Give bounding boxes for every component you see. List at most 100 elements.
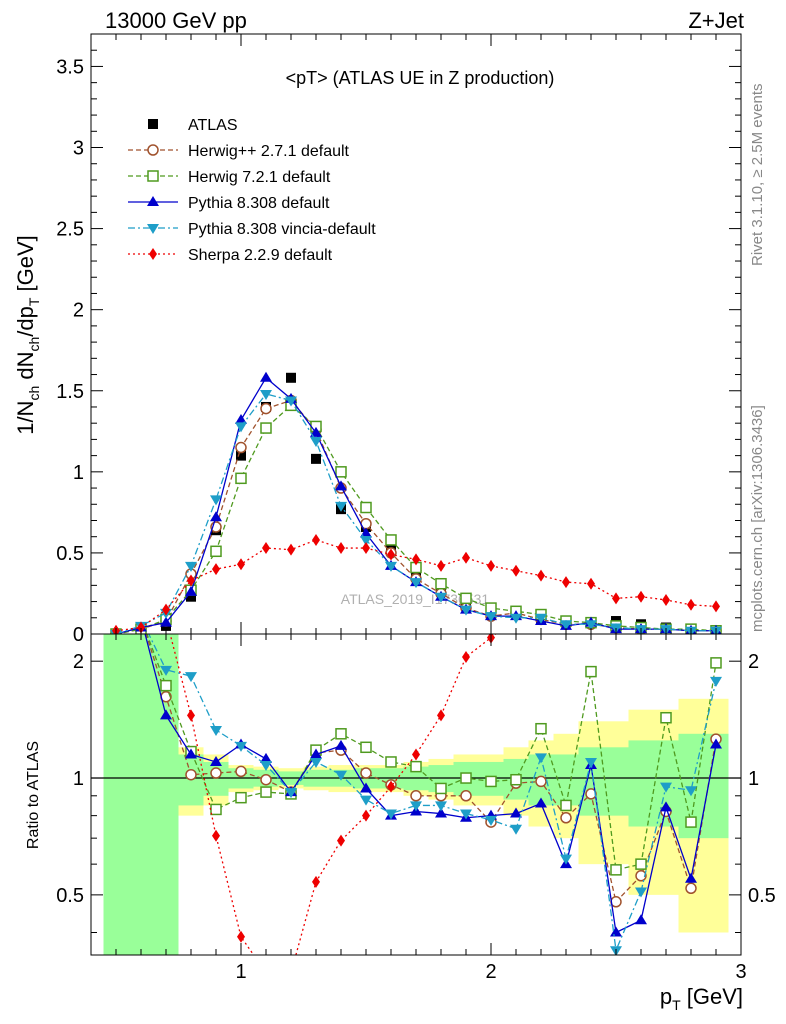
- ratio-point-pythia: [660, 801, 672, 812]
- ratio-point-pythia: [535, 797, 547, 808]
- ratio-point-pythia: [685, 872, 697, 883]
- ratio-point-pythia: [185, 748, 197, 759]
- ratio-point-vincia: [310, 757, 322, 768]
- point-sherpa: [687, 598, 695, 611]
- ratio-point-herwig7: [560, 799, 572, 812]
- ratio-point-vincia: [360, 795, 372, 806]
- legend-marker: [147, 224, 159, 234]
- ratio-point-herwigpp: [685, 882, 697, 895]
- ratio-point-herwigpp: [235, 765, 247, 778]
- ratio-point-pythia: [160, 709, 172, 720]
- x-tick-label: 2: [485, 961, 496, 983]
- point-ATLAS: [311, 453, 321, 464]
- ratio-point-vincia: [485, 815, 497, 826]
- ratio-point-pythia: [510, 807, 522, 818]
- point-herwigpp: [260, 402, 272, 415]
- legend-entry-vincia: Pythia 8.308 vincia-default: [128, 221, 376, 238]
- ratio-point-herwig7: [585, 665, 597, 678]
- point-sherpa: [662, 593, 670, 606]
- band-inner-bin: [703, 733, 729, 839]
- point-vincia: [235, 422, 247, 433]
- ratio-point-herwig7: [435, 782, 447, 795]
- ratio-point-vincia: [160, 665, 172, 676]
- ratio-point-sherpa: [412, 748, 420, 761]
- ratio-point-vincia: [285, 788, 297, 799]
- ratio-point-herwig7: [460, 772, 472, 784]
- point-vincia: [310, 437, 322, 448]
- ratio-point-herwigpp: [185, 768, 197, 781]
- y-tick-label: 2: [73, 300, 84, 322]
- ratio-point-herwig7: [660, 711, 672, 724]
- ratio-point-pythia: [635, 914, 647, 925]
- legend-entry-herwigpp: Herwig++ 2.7.1 default: [128, 143, 350, 160]
- ratio-point-herwigpp: [360, 767, 372, 779]
- legend-label: Herwig 7.2.1 default: [188, 169, 331, 186]
- legend-marker: [147, 196, 159, 206]
- point-pythia: [160, 616, 172, 627]
- ratio-point-pythia: [310, 748, 322, 759]
- ratio-point-herwigpp: [210, 767, 222, 779]
- point-sherpa: [312, 533, 320, 546]
- legend-label: Herwig++ 2.7.1 default: [188, 143, 350, 160]
- ratio-point-herwig7: [385, 756, 397, 768]
- ratio-point-herwigpp: [410, 790, 422, 802]
- y-tick-label: 0: [73, 624, 84, 646]
- point-sherpa: [487, 559, 495, 572]
- ratio-point-vincia: [460, 809, 472, 820]
- ratio-point-herwig7: [635, 858, 647, 870]
- point-vincia: [260, 390, 272, 400]
- ratio-point-pythia: [710, 738, 722, 749]
- y-tick-label: 2.5: [56, 219, 84, 241]
- y-tick-label: 1: [73, 462, 84, 484]
- ratio-point-sherpa: [212, 829, 220, 842]
- ratio-point-sherpa: [237, 930, 245, 943]
- point-sherpa: [212, 563, 220, 576]
- point-sherpa: [262, 542, 270, 555]
- legend-label: Pythia 8.308 default: [188, 195, 330, 212]
- band-inner-bin: [603, 747, 629, 816]
- ratio-y-tick-label-right: 0.5: [748, 885, 776, 907]
- ratio-point-vincia: [185, 672, 197, 683]
- point-vincia: [485, 612, 497, 623]
- ratio-point-herwigpp: [535, 775, 547, 788]
- point-herwig7: [360, 501, 372, 514]
- ratio-point-vincia: [335, 770, 347, 781]
- ratio-point-herwig7: [235, 791, 247, 804]
- ratio-point-vincia: [385, 809, 397, 820]
- legend-label: ATLAS: [188, 117, 238, 134]
- ratio-point-herwig7: [210, 803, 222, 816]
- point-vincia: [285, 396, 297, 407]
- point-ATLAS: [286, 372, 296, 383]
- point-pythia: [335, 480, 347, 491]
- point-ATLAS: [236, 450, 246, 461]
- ratio-point-pythia: [360, 782, 372, 793]
- legend-label: Sherpa 2.2.9 default: [188, 247, 333, 264]
- ratio-y-tick-label: 1: [73, 768, 84, 790]
- legend-label: Pythia 8.308 vincia-default: [188, 221, 376, 238]
- point-vincia: [460, 605, 472, 616]
- point-sherpa: [587, 577, 595, 590]
- ratio-point-pythia: [260, 752, 272, 763]
- point-vincia: [410, 578, 422, 589]
- x-axis-title: pT [GeV]: [660, 984, 743, 1013]
- ratio-point-pythia: [435, 807, 447, 818]
- point-pythia: [260, 371, 272, 382]
- ratio-series-sherpa: [169, 634, 497, 955]
- point-sherpa: [362, 542, 370, 555]
- point-vincia: [535, 613, 547, 624]
- legend-marker: [147, 170, 159, 182]
- ratio-y-tick-label-right: 2: [748, 651, 759, 673]
- main-y-axis-title: 1/Nch dNch/dpT [GeV]: [13, 235, 42, 435]
- ratio-point-vincia: [710, 676, 722, 687]
- ratio-point-sherpa: [387, 780, 395, 793]
- ratio-point-vincia: [635, 887, 647, 898]
- legend-entry-sherpa: Sherpa 2.2.9 default: [128, 247, 333, 264]
- ratio-point-vincia: [585, 757, 597, 768]
- point-sherpa: [287, 543, 295, 556]
- point-vincia: [335, 501, 347, 512]
- point-herwig7: [235, 472, 247, 485]
- ratio-point-sherpa: [437, 709, 445, 722]
- mcplots-label: mcplots.cern.ch [arXiv:1306.3436]: [749, 405, 766, 632]
- point-sherpa: [237, 558, 245, 571]
- point-herwig7: [335, 466, 347, 478]
